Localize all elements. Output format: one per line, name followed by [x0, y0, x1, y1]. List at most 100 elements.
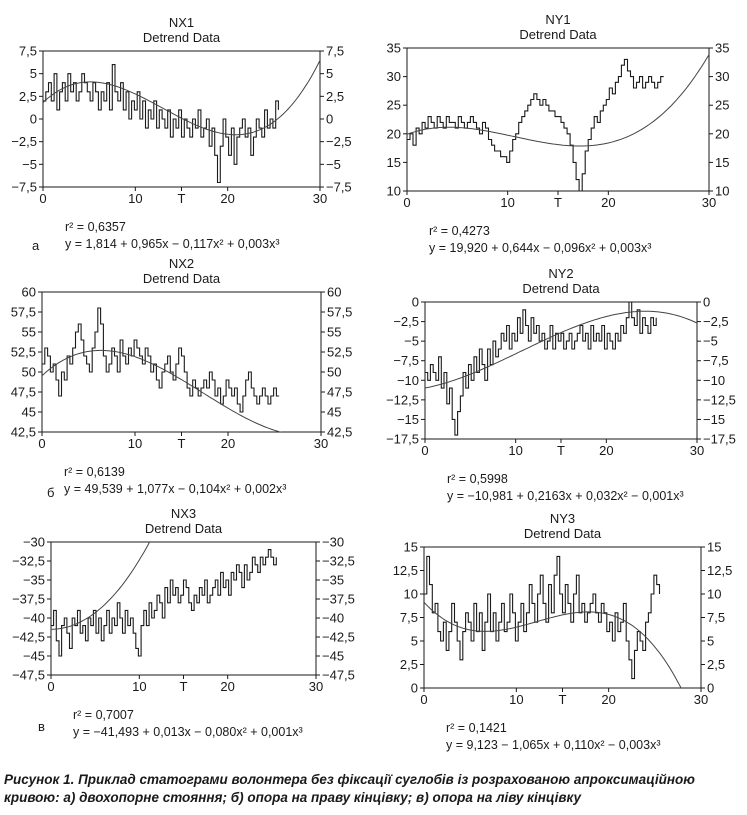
chart-subtitle: Detrend Data	[143, 30, 221, 45]
y-tick-label-left: 35	[387, 41, 401, 56]
plot-frame	[406, 47, 710, 192]
y-tick-label-right: −32,5	[322, 554, 355, 569]
data-series-line	[407, 58, 664, 191]
r-squared-label: r² = 0,5998	[447, 472, 508, 486]
trend-curve	[425, 310, 697, 389]
x-tick-label: 0	[403, 195, 410, 210]
x-tick-label: 30	[313, 191, 327, 206]
y-tick-label-right: −2,5	[703, 314, 729, 329]
y-tick-label-right: −5	[326, 157, 341, 172]
data-series-line	[424, 555, 661, 680]
y-tick-label-right: 5	[326, 66, 333, 81]
y-tick-label-left: −7,5	[393, 353, 419, 368]
y-tick-label-left: −2,5	[11, 134, 37, 149]
y-tick-label-right: −40	[322, 611, 344, 626]
panel-label: в	[38, 719, 45, 734]
r-squared-label: r² = 0,6139	[64, 465, 125, 479]
y-tick-label-right: 30	[715, 69, 729, 84]
y-tick-label-left: 47,5	[11, 385, 36, 400]
y-tick-label-left: −30	[23, 535, 45, 550]
y-tick-label-right: 42,5	[327, 425, 352, 440]
y-tick-label-right: 15	[707, 540, 721, 555]
y-tick-label-right: 50	[327, 365, 341, 380]
y-tick-label-right: 5	[707, 634, 714, 649]
y-tick-label-right: 55	[327, 325, 341, 340]
y-tick-label-left: −32,5	[12, 554, 45, 569]
x-tick-label: 10	[508, 443, 522, 458]
x-tick-label: 10	[128, 191, 142, 206]
y-tick-label-right: −15	[703, 412, 725, 427]
y-tick-label-right: 10	[715, 184, 729, 199]
figure-caption: Рисунок 1. Приклад статограми волонтера …	[4, 772, 695, 805]
r-squared-label: r² = 0,1421	[446, 721, 507, 735]
y-tick-label-right: −12,5	[703, 392, 736, 407]
y-tick-label-right: 0	[707, 681, 714, 696]
x-tick-label: T	[178, 436, 186, 451]
chart-title: NY3	[550, 511, 575, 526]
x-tick-label: 0	[47, 679, 54, 694]
trend-equation: y = 19,920 + 0,644x − 0,096x² + 0,003x³	[429, 241, 651, 255]
trend-equation: y = 1,814 + 0,965x − 0,117x² + 0,003x³	[65, 237, 280, 251]
y-tick-label-right: 25	[715, 98, 729, 113]
y-tick-label-right: 2,5	[326, 89, 344, 104]
chart-subtitle: Detrend Data	[519, 27, 597, 42]
y-tick-label-left: −7,5	[11, 180, 37, 195]
x-tick-label: 0	[39, 191, 46, 206]
y-tick-label-right: 0	[326, 112, 333, 127]
y-tick-label-left: −45	[23, 649, 45, 664]
x-tick-label: 20	[220, 679, 234, 694]
r-squared-label: r² = 0,4273	[429, 224, 490, 238]
x-tick-label: 20	[220, 191, 234, 206]
data-series-line	[42, 307, 280, 413]
y-tick-label-left: −5	[404, 334, 419, 349]
panel-label: а	[32, 238, 40, 253]
y-tick-label-left: 15	[404, 540, 418, 555]
x-tick-label: 10	[509, 692, 523, 707]
y-tick-label-right: −10	[703, 373, 725, 388]
y-tick-label-left: −12,5	[386, 392, 419, 407]
y-tick-label-left: 30	[387, 69, 401, 84]
y-tick-label-left: 55	[22, 325, 36, 340]
y-tick-label-right: 12,5	[707, 563, 732, 578]
y-tick-label-left: 12,5	[393, 563, 418, 578]
trend-curve	[43, 60, 320, 136]
chart-title: NX2	[169, 256, 194, 271]
x-tick-label: 30	[309, 679, 323, 694]
x-tick-label: T	[554, 195, 562, 210]
trend-curve	[424, 601, 682, 688]
x-tick-label: T	[178, 191, 186, 206]
y-tick-label-left: 52,5	[11, 345, 36, 360]
chart-title: NY1	[545, 12, 570, 27]
trend-curve	[407, 54, 709, 147]
y-tick-label-left: −5	[22, 157, 37, 172]
trend-curve	[42, 349, 283, 432]
chart-title: NX3	[171, 506, 196, 521]
y-tick-label-left: 42,5	[11, 425, 36, 440]
y-tick-label-right: −47,5	[322, 668, 355, 683]
y-tick-label-right: 45	[327, 405, 341, 420]
y-tick-label-right: −30	[322, 535, 344, 550]
chart-title: NY2	[548, 266, 573, 281]
data-series-line	[51, 549, 277, 657]
y-tick-label-right: −2,5	[326, 134, 352, 149]
y-tick-label-left: −35	[23, 573, 45, 588]
x-tick-label: 20	[601, 692, 615, 707]
y-tick-label-right: 57,5	[327, 305, 352, 320]
x-tick-label: T	[557, 443, 565, 458]
x-tick-label: 30	[690, 443, 704, 458]
y-tick-label-right: 35	[715, 41, 729, 56]
y-tick-label-left: 20	[387, 126, 401, 141]
x-tick-label: 0	[420, 692, 427, 707]
x-tick-label: 30	[702, 195, 716, 210]
chart-subtitle: Detrend Data	[524, 526, 602, 541]
y-tick-label-right: −5	[703, 334, 718, 349]
y-tick-label-right: 10	[707, 587, 721, 602]
x-tick-label: T	[180, 679, 188, 694]
chart-title: NX1	[169, 15, 194, 30]
x-tick-label: 0	[38, 436, 45, 451]
